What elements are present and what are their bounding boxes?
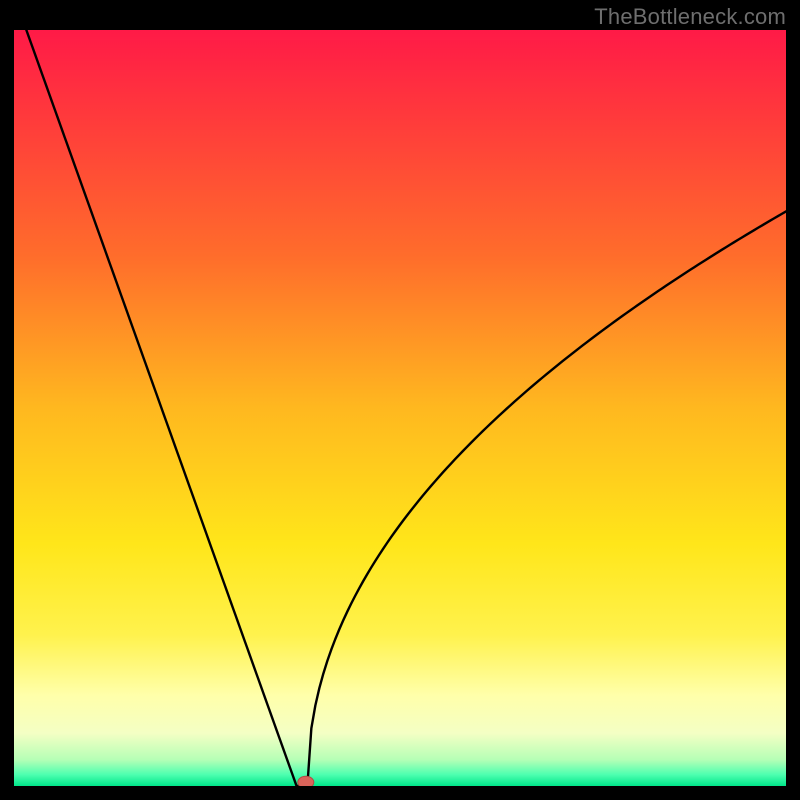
plot-area (14, 30, 786, 786)
chart-frame: TheBottleneck.com (0, 0, 800, 800)
gradient-background (14, 30, 786, 786)
chart-svg (14, 30, 786, 786)
watermark-label: TheBottleneck.com (594, 4, 786, 30)
optimum-marker (298, 776, 314, 786)
